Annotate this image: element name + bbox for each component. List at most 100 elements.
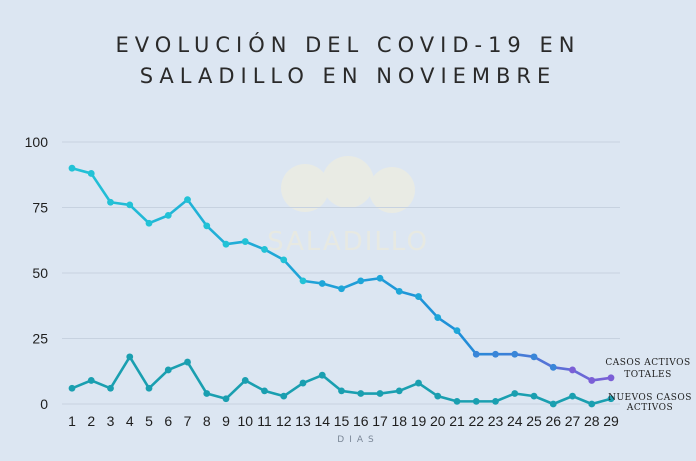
data-point <box>222 240 230 248</box>
x-tick-label: 3 <box>107 413 115 429</box>
data-point <box>607 374 615 382</box>
x-tick-label: 22 <box>468 413 484 429</box>
x-tick-label: 9 <box>222 413 230 429</box>
data-point <box>184 358 191 366</box>
chart-title-line-2: SALADILLO EN NOVIEMBRE <box>139 64 557 88</box>
data-point <box>395 287 403 295</box>
x-tick-label: 19 <box>411 413 427 429</box>
data-point <box>338 285 345 293</box>
data-point <box>569 366 576 374</box>
series-label: NUEVOS CASOS <box>608 393 692 403</box>
x-tick-label: 12 <box>276 413 292 429</box>
data-point <box>299 277 307 285</box>
data-point <box>376 390 384 397</box>
series-1 <box>68 164 615 384</box>
data-point <box>415 379 422 387</box>
data-point <box>607 395 615 403</box>
x-tick-label: 27 <box>565 413 581 429</box>
x-tick-label: 13 <box>295 413 311 429</box>
x-tick-label: 23 <box>488 413 504 429</box>
y-axis: 0 25 50 75 100 <box>25 134 49 412</box>
data-point <box>434 392 442 400</box>
x-tick-label: 8 <box>203 413 211 429</box>
watermark-logo: SALADILLO <box>267 156 429 257</box>
data-point <box>164 366 172 374</box>
series-label: ACTIVOS <box>626 403 673 413</box>
data-point <box>415 293 422 300</box>
data-point <box>87 170 95 177</box>
x-tick-label: 20 <box>430 413 446 429</box>
x-tick-label: 14 <box>314 413 330 429</box>
x-tick-label: 24 <box>507 413 523 429</box>
x-tick-label: 5 <box>145 413 153 429</box>
data-point <box>164 211 172 219</box>
x-tick-label: 4 <box>126 413 134 429</box>
data-point <box>68 164 76 172</box>
y-tick-label: 0 <box>40 396 48 412</box>
data-point <box>126 353 134 361</box>
series-2 <box>68 353 615 408</box>
data-point <box>492 350 499 358</box>
data-point <box>472 397 480 405</box>
data-point <box>222 395 230 403</box>
x-tick-label: 26 <box>545 413 561 429</box>
data-point <box>492 397 499 405</box>
data-point <box>318 280 326 287</box>
x-axis: 1 2 3 4 5 6 7 8 9 10 11 12 13 14 15 16 17 18 19 20 21 22 23 24 2… <box>68 413 619 429</box>
data-point <box>107 384 114 392</box>
data-point <box>261 246 268 253</box>
data-point <box>357 390 365 397</box>
data-point <box>338 387 345 395</box>
data-point <box>203 222 211 230</box>
x-tick-label: 10 <box>237 413 253 429</box>
data-point <box>107 198 114 206</box>
x-tick-label: 15 <box>334 413 350 429</box>
watermark-text: SALADILLO <box>267 227 429 257</box>
data-point <box>395 387 403 395</box>
data-point <box>530 392 538 400</box>
data-point <box>588 400 596 408</box>
chart-title: EVOLUCIÓN DEL COVID-19 EN SALADILLO EN N… <box>0 30 696 92</box>
x-tick-label: 18 <box>391 413 407 429</box>
data-point <box>472 350 480 358</box>
data-point <box>241 377 249 384</box>
series-label: CASOS ACTIVOS <box>605 358 690 368</box>
x-tick-label: 2 <box>87 413 95 429</box>
series-line <box>70 355 613 406</box>
data-point <box>434 314 442 321</box>
gridlines <box>62 141 620 405</box>
data-point <box>126 201 134 209</box>
data-point <box>145 384 153 392</box>
y-tick-label: 100 <box>25 134 49 150</box>
data-point <box>549 400 557 408</box>
data-point <box>184 196 191 204</box>
data-point <box>511 350 519 358</box>
x-tick-label: 21 <box>449 413 465 429</box>
x-tick-label: 16 <box>353 413 369 429</box>
x-tick-label: 1 <box>68 413 76 429</box>
data-point <box>241 238 249 245</box>
data-point <box>530 353 538 361</box>
x-tick-label: 29 <box>603 413 619 429</box>
data-point <box>318 371 326 379</box>
data-point <box>588 377 596 384</box>
y-tick-label: 75 <box>32 200 48 216</box>
data-point <box>453 397 461 405</box>
data-point <box>549 363 557 371</box>
x-tick-label: 28 <box>584 413 600 429</box>
data-point <box>68 384 76 392</box>
data-point <box>280 256 288 264</box>
data-point <box>569 392 576 400</box>
y-tick-label: 50 <box>32 265 48 281</box>
series-group <box>68 164 615 408</box>
data-point <box>261 387 268 395</box>
y-tick-label: 25 <box>32 331 48 347</box>
x-tick-label: 7 <box>184 413 192 429</box>
data-point <box>511 390 519 397</box>
data-point <box>145 219 153 227</box>
data-point <box>376 274 384 282</box>
chart-title-line-1: EVOLUCIÓN DEL COVID-19 EN <box>115 33 581 57</box>
data-point <box>280 392 288 400</box>
